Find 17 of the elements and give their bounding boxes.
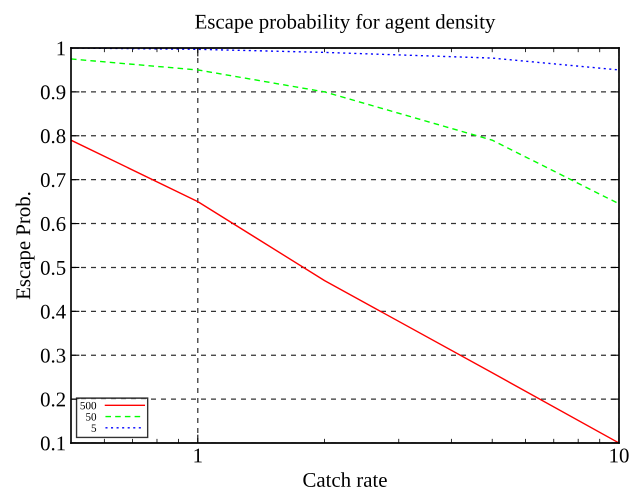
chart-title: Escape probability for agent density — [195, 14, 496, 34]
y-axis-title: Escape Prob. — [16, 192, 35, 300]
y-tick-label: 0.1 — [40, 436, 65, 451]
legend-label: 500 — [80, 402, 96, 410]
y-tick-label: 0.6 — [40, 216, 66, 232]
y-tick-label: 1 — [58, 41, 65, 56]
y-tick-label: 0.2 — [40, 392, 65, 407]
y-tick-label: 0.4 — [40, 304, 66, 319]
y-tick-label: 0.9 — [40, 85, 66, 100]
x-axis-title: Catch rate — [303, 472, 387, 487]
y-tick-label: 0.3 — [40, 348, 66, 363]
y-tick-label: 0.8 — [40, 129, 66, 144]
y-tick-label: 0.5 — [40, 260, 66, 275]
x-tick-label: 10 — [610, 448, 629, 463]
legend-label: 50 — [86, 413, 96, 421]
legend-label: 5 — [92, 424, 96, 432]
y-tick-label: 0.7 — [40, 173, 66, 188]
